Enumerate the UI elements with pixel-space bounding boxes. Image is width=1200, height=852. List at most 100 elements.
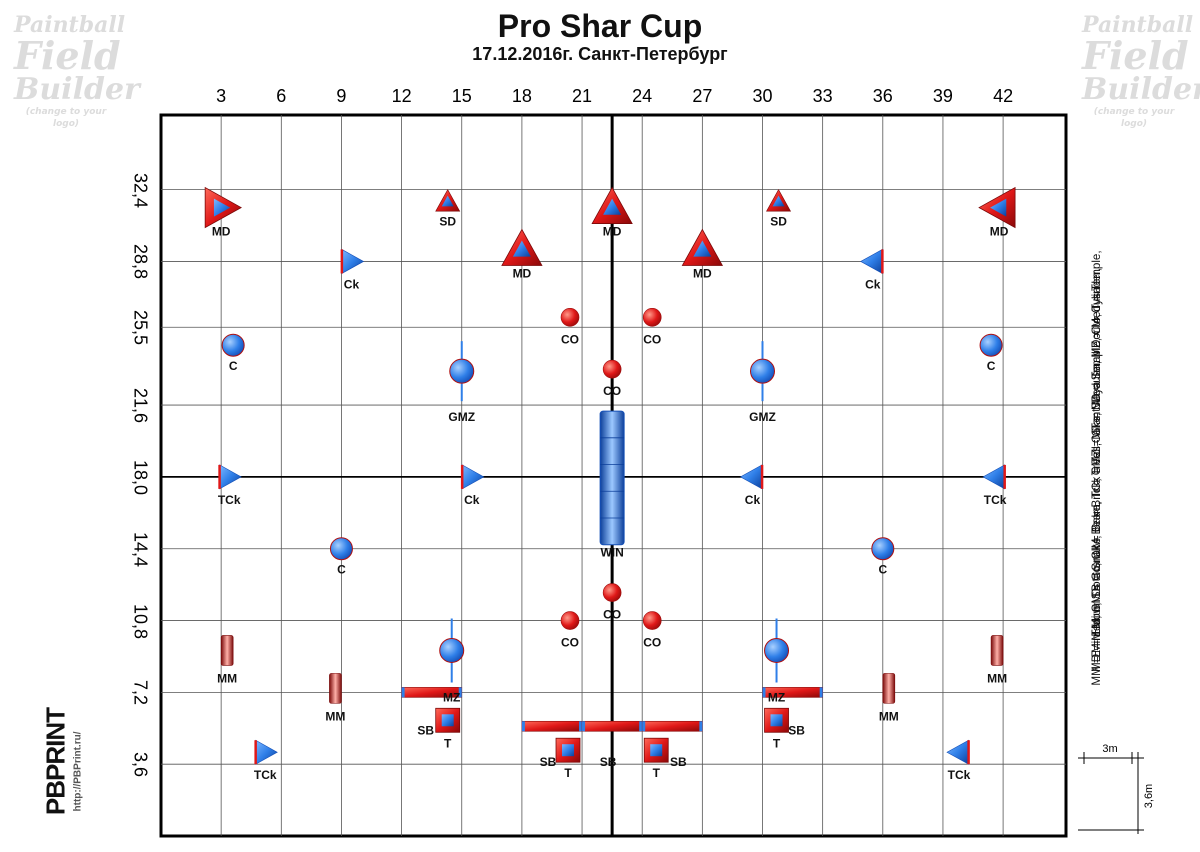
obstacle-label: SD: [439, 215, 456, 229]
mini-m-shape: [990, 635, 1004, 666]
mini-m-shape: [329, 673, 342, 704]
obstacle-label: MD: [212, 225, 231, 239]
obstacle-label: MD: [693, 266, 712, 280]
brand-url: http://PBPrint.ru/: [72, 731, 84, 812]
medusa-shape: [439, 637, 465, 663]
obstacle-win: WIN: [599, 410, 625, 560]
x-tick-label: 3: [216, 86, 227, 106]
page-title: Pro Shar Cup: [497, 8, 703, 44]
medium-dorito-core: [213, 198, 231, 217]
snake-beam-label: SB: [600, 755, 617, 769]
co-shape: [560, 611, 580, 630]
obstacle-label: T: [653, 766, 661, 780]
obstacle-c: C: [329, 537, 353, 577]
co-shape: [642, 307, 662, 327]
logo-line-1: Paintball: [14, 12, 126, 38]
x-tick-label: 15: [451, 86, 472, 106]
snake-beam-label: SB: [788, 723, 805, 737]
snake-beam-end: [762, 687, 766, 698]
snake-beam-end: [642, 721, 646, 732]
obstacle-co: CO: [560, 611, 580, 650]
temple-core: [770, 714, 783, 727]
cylinder-shape: [871, 537, 895, 561]
logo-line-2: Field: [14, 33, 121, 78]
obstacle-co: CO: [642, 307, 662, 346]
obstacle-label: MM: [879, 709, 899, 723]
x-tick-label: 30: [752, 86, 773, 106]
cylinder-shape: [221, 333, 245, 357]
obstacle-t: T: [435, 707, 461, 750]
medium-dorito-core: [990, 198, 1007, 217]
obstacle-label: MZ: [768, 690, 785, 704]
logo-line-3: Builder: [1082, 72, 1200, 107]
obstacle-label: CO: [561, 636, 579, 650]
obstacle-co: CO: [560, 307, 580, 346]
obstacle-label: MD: [513, 266, 532, 280]
obstacle-mm: MM: [987, 635, 1007, 685]
obstacle-md: MD: [978, 186, 1016, 239]
x-tick-label: 21: [572, 86, 593, 106]
obstacle-sd: SD: [766, 188, 792, 229]
obstacle-tck: TCk: [218, 464, 242, 507]
obstacle-label: SD: [770, 215, 787, 229]
scale-indicator: 3m 3,6m: [1078, 743, 1155, 834]
snake-beam: [581, 720, 643, 732]
obstacle-c: C: [221, 333, 245, 373]
obstacle-label: T: [564, 766, 572, 780]
obstacle-t: T: [764, 707, 789, 750]
obstacle-label: MD: [603, 225, 622, 239]
obstacle-label: MD: [990, 225, 1009, 239]
obstacle-label: T: [773, 736, 781, 750]
obstacle-label: Ck: [464, 493, 480, 507]
snake-beam-end: [579, 721, 583, 732]
small-dorito-core: [772, 195, 785, 207]
x-tick-label: 36: [872, 86, 893, 106]
obstacle-label: GMZ: [749, 410, 776, 424]
co-shape: [602, 359, 622, 379]
co-shape: [642, 611, 662, 630]
mini-m-shape: [220, 635, 234, 666]
temple-core: [562, 744, 575, 757]
obstacle-co: CO: [642, 611, 662, 650]
obstacle-label: TCk: [984, 493, 1007, 507]
snake-beam-end: [521, 721, 525, 732]
obstacle-label: C: [878, 563, 887, 577]
giant-medusa-shape: [750, 358, 775, 384]
mini-m-shape: [882, 673, 896, 704]
obstacle-label: CO: [603, 384, 621, 398]
obstacle-label: Ck: [865, 277, 881, 291]
obstacle-label: TCk: [254, 768, 277, 782]
legend-line-3: MM = Mini M, GM = Grant M, Br = Brick, G…: [1090, 286, 1103, 686]
obstacle-label: T: [444, 736, 452, 750]
obstacle-mz: MZ: [764, 618, 790, 704]
obstacle-label: C: [337, 563, 346, 577]
x-tick-label: 9: [336, 86, 347, 106]
obstacle-label: CO: [643, 332, 661, 346]
scale-width-label: 3m: [1102, 743, 1117, 755]
medium-dorito-core: [693, 240, 712, 257]
x-tick-label: 39: [932, 86, 953, 106]
obstacle-label: C: [987, 359, 996, 373]
obstacle-t: T: [555, 737, 581, 780]
obstacle-label: WIN: [600, 546, 623, 560]
small-dorito-core: [441, 195, 454, 207]
x-tick-label: 33: [812, 86, 833, 106]
obstacle-co: CO: [602, 583, 622, 622]
x-tick-label: 27: [692, 86, 713, 106]
win-shape: [599, 410, 625, 546]
snake-beam: [521, 720, 583, 732]
medusa-shape: [764, 637, 790, 663]
snake-beam: [641, 720, 703, 732]
obstacle-label: TCk: [218, 493, 241, 507]
snake-beam-end: [639, 721, 643, 732]
co-shape: [560, 307, 580, 327]
obstacle-t: T: [643, 737, 669, 780]
obstacle-tck: TCk: [946, 739, 971, 782]
logo-line-2: Field: [1082, 33, 1189, 78]
logo-line-1: Paintball: [1082, 12, 1194, 38]
obstacle-sd: SD: [435, 188, 461, 229]
obstacle-co: CO: [602, 359, 622, 398]
x-tick-label: 42: [993, 86, 1014, 106]
snake-beam-end: [819, 687, 823, 698]
